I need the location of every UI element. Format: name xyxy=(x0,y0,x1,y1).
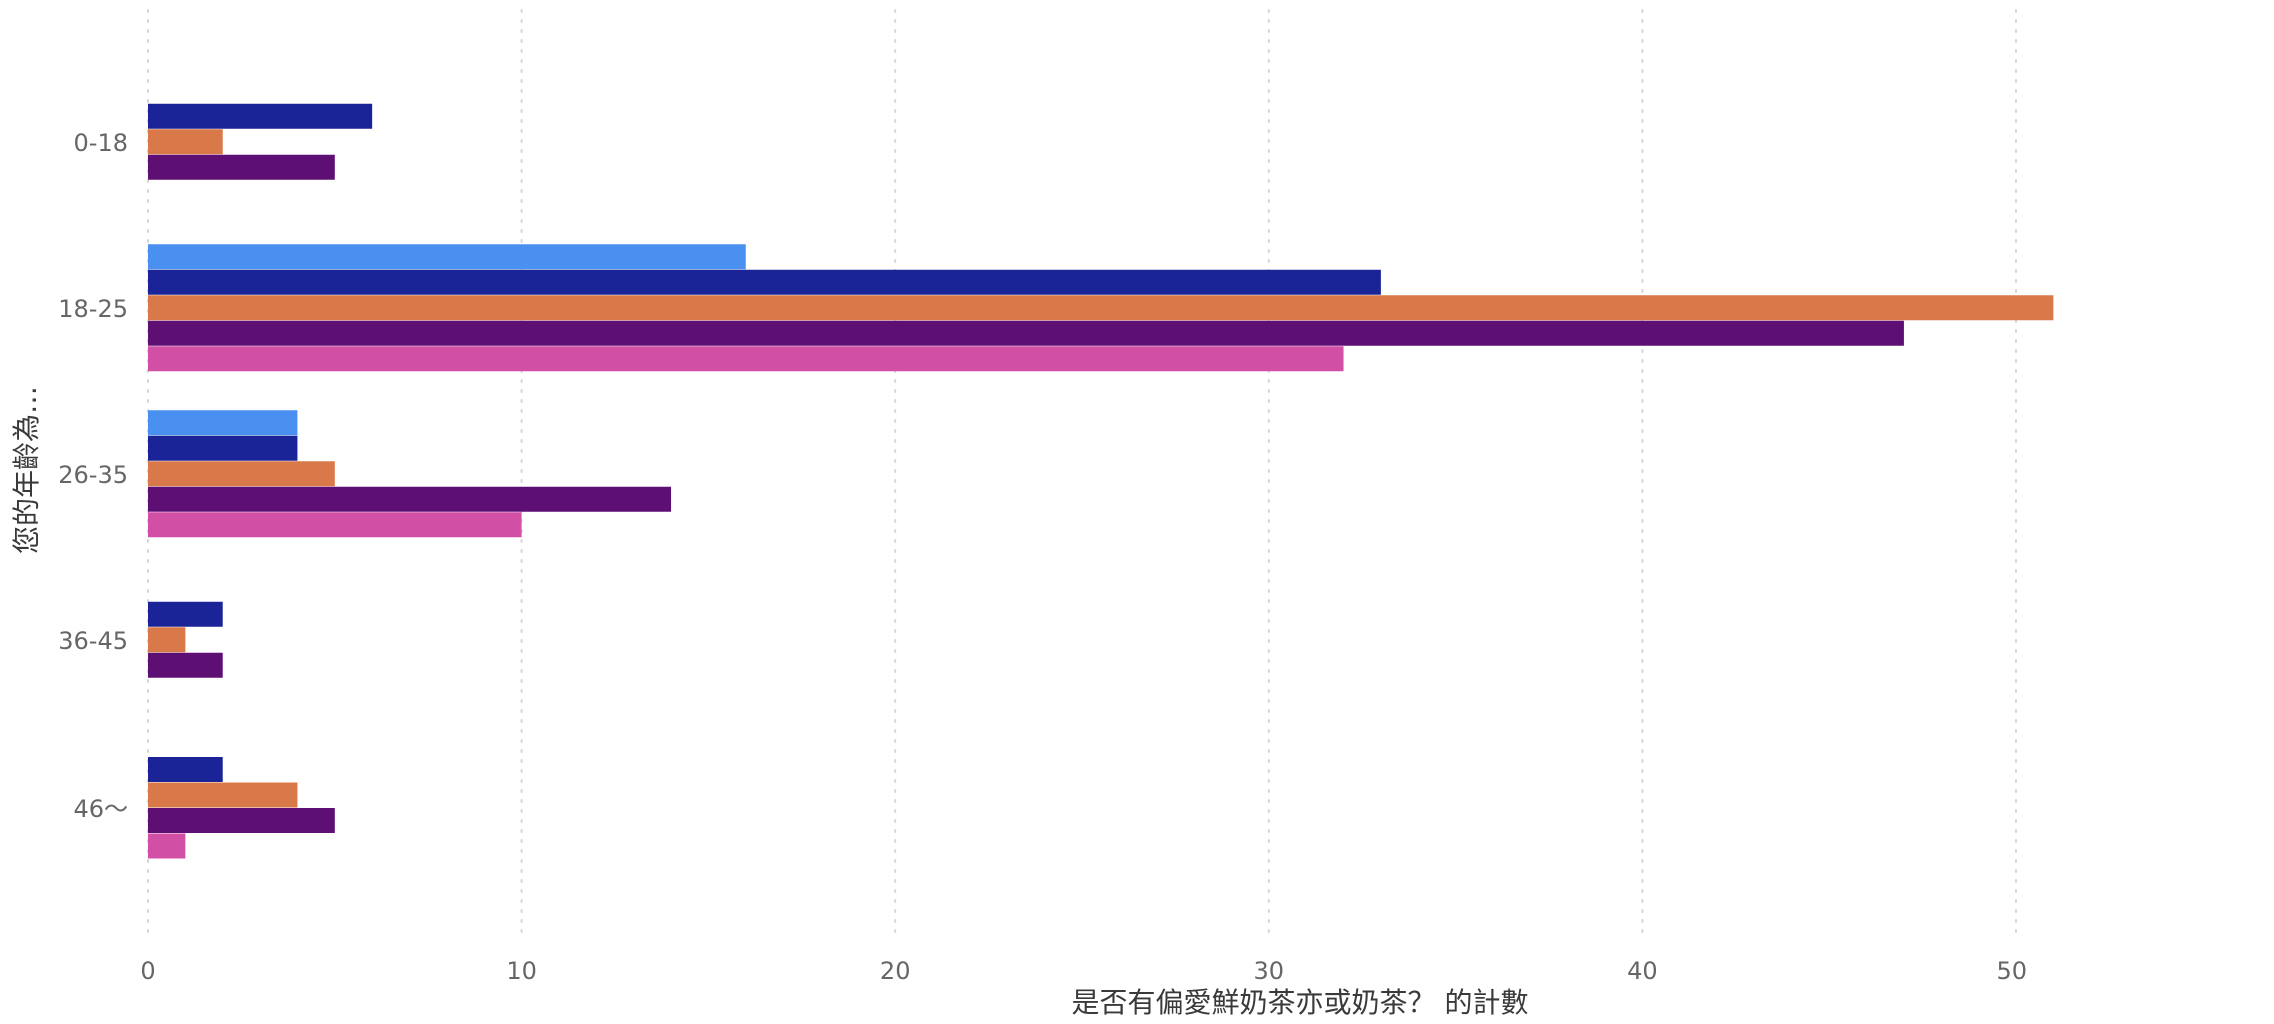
x-axis-ticks: 0 10 20 30 40 50 xyxy=(140,957,2027,985)
bar-18-25-series-2[interactable] xyxy=(148,269,1381,295)
bar-26-35-series-4[interactable] xyxy=(148,486,672,512)
y-tick-label: 26-35 xyxy=(58,461,128,489)
bar-46～-series-2[interactable] xyxy=(148,757,223,782)
bar-26-35-series-2[interactable] xyxy=(148,435,298,461)
x-tick-label: 30 xyxy=(1254,957,1285,985)
bar-18-25-series-3[interactable] xyxy=(148,295,2054,321)
bars xyxy=(148,103,2054,859)
bar-0-18-series-4[interactable] xyxy=(148,154,335,180)
bar-46～-series-4[interactable] xyxy=(148,808,335,833)
bar-26-35-series-3[interactable] xyxy=(148,461,335,487)
y-tick-label: 46～ xyxy=(73,795,128,823)
x-tick-label: 0 xyxy=(140,957,155,985)
bar-46～-series-5[interactable] xyxy=(148,833,186,859)
bar-26-35-series-1[interactable] xyxy=(148,410,298,436)
bar-18-25-series-1[interactable] xyxy=(148,244,746,270)
bar-0-18-series-3[interactable] xyxy=(148,129,223,155)
y-axis-ticks: 0-18 18-25 26-35 36-45 46～ xyxy=(58,129,128,823)
y-tick-label: 36-45 xyxy=(58,627,128,655)
x-tick-label: 20 xyxy=(880,957,911,985)
y-tick-label: 0-18 xyxy=(74,129,128,157)
y-axis-title: 您的年齡為… xyxy=(10,386,43,554)
bar-36-45-series-2[interactable] xyxy=(148,601,223,627)
x-tick-label: 10 xyxy=(506,957,537,985)
y-tick-label: 18-25 xyxy=(58,295,128,323)
grid xyxy=(147,9,2017,941)
bar-18-25-series-5[interactable] xyxy=(148,346,1344,372)
bar-36-45-series-3[interactable] xyxy=(148,627,186,653)
bar-36-45-series-4[interactable] xyxy=(148,652,223,678)
x-tick-label: 40 xyxy=(1627,957,1658,985)
x-axis-title: 是否有偏愛鮮奶茶亦或奶茶？ 的計數 xyxy=(1072,986,1529,1019)
bar-18-25-series-4[interactable] xyxy=(148,320,1904,346)
bar-0-18-series-2[interactable] xyxy=(148,103,373,129)
bar-26-35-series-5[interactable] xyxy=(148,512,522,538)
x-tick-label: 50 xyxy=(1996,957,2027,985)
bar-46～-series-3[interactable] xyxy=(148,782,298,808)
